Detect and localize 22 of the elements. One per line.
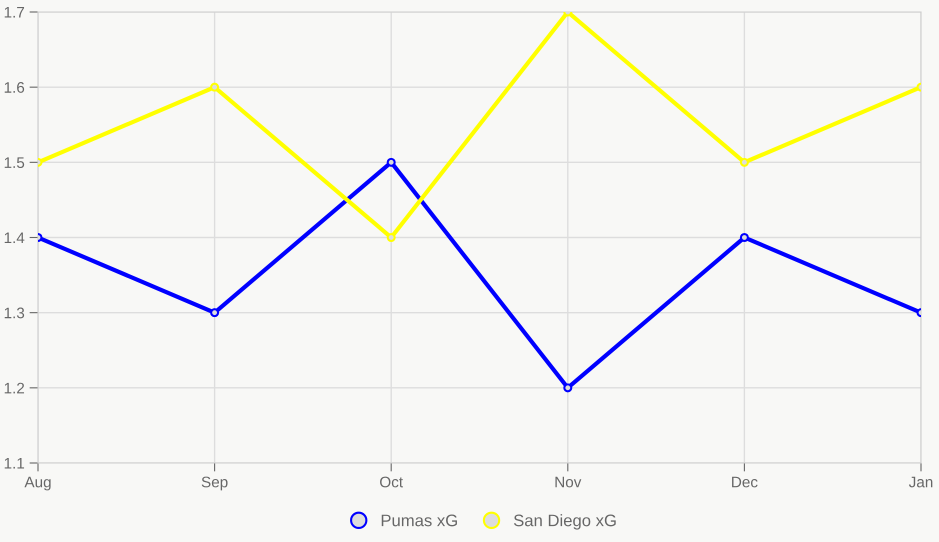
x-tick-label: Aug [24, 476, 51, 490]
y-tick-label: 1.5 [4, 157, 24, 168]
y-tick-label: 1.1 [4, 458, 24, 469]
x-tick-label: Sep [202, 476, 228, 490]
point [386, 158, 396, 167]
y-tick-label: 1.6 [4, 82, 24, 93]
x-tick-label: Dec [732, 476, 758, 488]
x-tick-label: Oct [380, 476, 403, 488]
legend-label: San Diego xG [514, 514, 616, 530]
point [210, 82, 220, 92]
y-tick-label: 1.2 [4, 382, 24, 394]
point [210, 308, 220, 318]
point [740, 232, 749, 242]
point [563, 383, 572, 392]
y-tick-label: 1.3 [4, 308, 24, 318]
y-tick-label: 1.4 [4, 232, 24, 244]
legend-label: Pumas xG [382, 514, 457, 526]
x-tick-label: Nov [555, 476, 582, 488]
x-tick-label: Jan [908, 476, 932, 488]
point [740, 158, 749, 167]
point [386, 232, 396, 242]
y-tick-label: 1.7 [4, 7, 24, 18]
